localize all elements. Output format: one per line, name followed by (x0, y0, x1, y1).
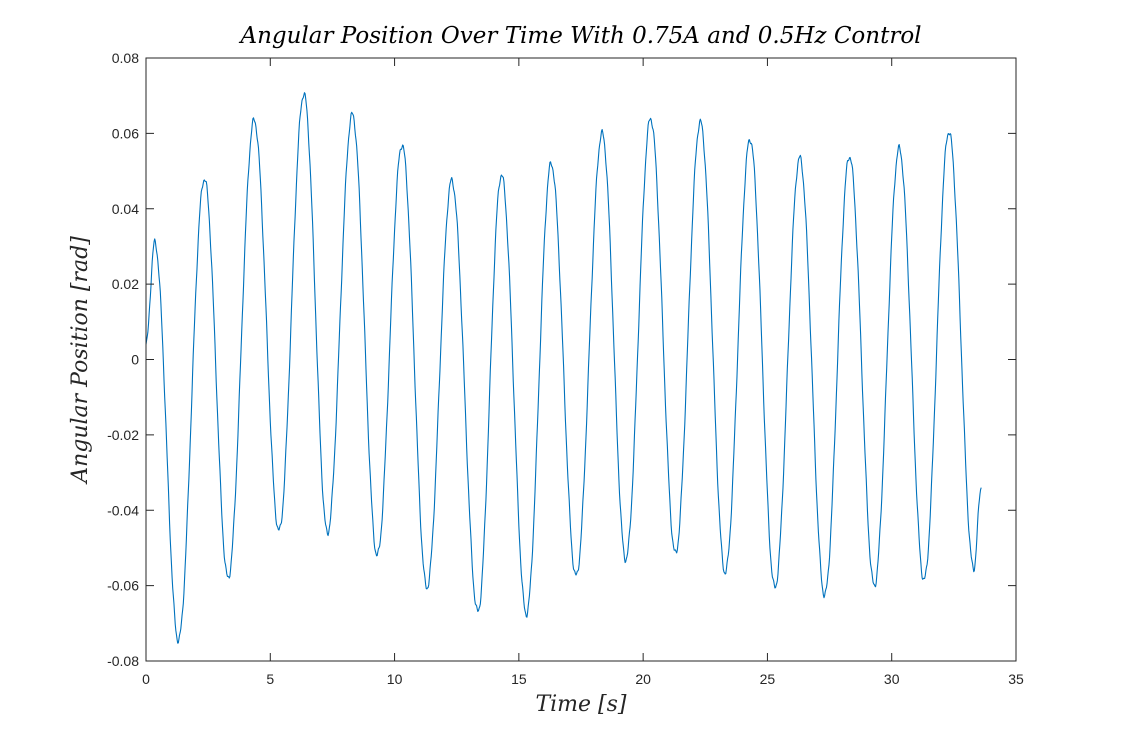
y-tick-label: 0 (131, 352, 139, 368)
x-tick-label: 25 (760, 671, 776, 687)
y-tick-label: 0.06 (112, 125, 139, 141)
y-tick-label: -0.08 (107, 653, 139, 669)
x-tick-label: 0 (142, 671, 150, 687)
x-axis-label: Time [s] (535, 692, 626, 717)
plot-background (146, 58, 1016, 661)
y-tick-label: 0.02 (112, 276, 139, 292)
x-tick-label: 20 (635, 671, 651, 687)
x-tick-label: 15 (511, 671, 527, 687)
y-tick-label: -0.02 (107, 427, 139, 443)
x-tick-label: 35 (1008, 671, 1024, 687)
x-tick-label: 10 (387, 671, 403, 687)
x-tick-label: 30 (884, 671, 900, 687)
y-tick-label: 0.04 (112, 201, 139, 217)
y-tick-label: 0.08 (112, 50, 139, 66)
y-tick-label: -0.04 (107, 502, 139, 518)
x-tick-label: 5 (266, 671, 274, 687)
y-axis-label: Angular Position [rad] (68, 236, 93, 485)
chart-title: Angular Position Over Time With 0.75A an… (238, 23, 921, 49)
y-tick-label: -0.06 (107, 578, 139, 594)
plot-area: 0 5 10 15 20 25 30 35 -0.08 -0.06 -0.04 -0.02 0 0.02 0… (107, 50, 1024, 687)
series-line (145, 92, 982, 644)
